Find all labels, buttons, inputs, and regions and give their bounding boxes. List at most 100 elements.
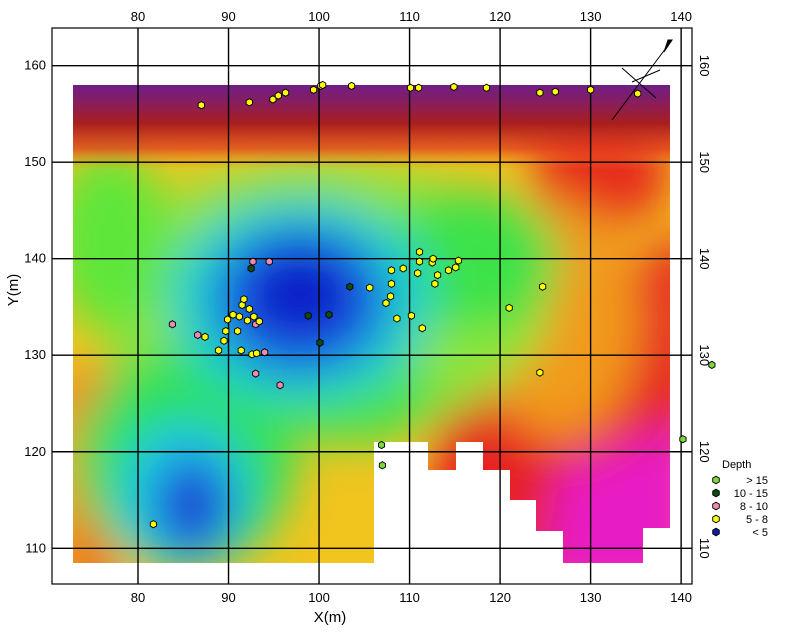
data-point	[282, 89, 288, 96]
data-point	[379, 462, 385, 469]
data-point	[195, 331, 201, 338]
x-tick-label: 80	[131, 9, 145, 24]
data-point	[320, 81, 326, 88]
y-tick-label: 150	[697, 151, 712, 173]
legend: Depth > 1510 - 158 - 105 - 8< 5	[713, 459, 768, 539]
data-point	[483, 84, 489, 91]
data-point	[388, 280, 394, 287]
legend-marker	[713, 528, 720, 536]
data-point	[266, 258, 272, 265]
data-point	[383, 300, 389, 307]
data-point	[445, 267, 451, 274]
data-point	[244, 317, 250, 324]
data-point	[407, 84, 413, 91]
data-point	[680, 436, 686, 443]
data-point	[394, 315, 400, 322]
data-point	[202, 333, 208, 340]
x-tick-label: 120	[489, 590, 511, 605]
legend-marker	[713, 489, 720, 497]
x-tick-labels-bottom: 80 90 100 110 120 130 140	[131, 590, 692, 605]
x-tick-label: 110	[399, 9, 420, 24]
data-point	[251, 313, 257, 320]
x-tick-label: 130	[580, 9, 602, 24]
data-point	[246, 99, 252, 106]
y-tick-labels-right: 110120130140150160	[697, 55, 712, 559]
data-point	[317, 339, 323, 346]
data-point	[277, 382, 283, 389]
legend-label: > 15	[746, 475, 768, 487]
data-point	[435, 272, 441, 279]
data-point	[432, 280, 438, 287]
y-axis-title: Y(m)	[5, 274, 22, 307]
y-tick-labels-left: 110120130140150160	[24, 58, 46, 556]
x-tick-label: 100	[308, 9, 330, 24]
y-tick-label: 160	[24, 58, 46, 73]
data-point	[416, 84, 422, 91]
data-point	[378, 441, 384, 448]
data-point	[253, 370, 259, 377]
legend-label: 5 - 8	[746, 514, 768, 526]
data-point	[453, 264, 459, 271]
data-point	[635, 90, 641, 97]
data-point	[230, 311, 236, 318]
data-point	[408, 312, 414, 319]
data-point	[221, 337, 227, 344]
x-tick-label: 80	[131, 590, 145, 605]
x-tick-label: 140	[670, 9, 692, 24]
data-point	[246, 305, 252, 312]
x-tick-label: 90	[221, 590, 235, 605]
data-point	[225, 316, 231, 323]
data-point	[236, 313, 242, 320]
depth-color-field	[50, 70, 700, 600]
y-tick-label: 150	[24, 154, 46, 169]
legend-marker	[713, 476, 720, 484]
data-point	[254, 350, 260, 357]
x-tick-labels-top: 80 90 100 110 120 130 140	[131, 9, 692, 24]
data-point	[235, 328, 241, 335]
data-point	[169, 321, 175, 328]
x-tick-label: 140	[670, 590, 692, 605]
x-tick-label: 110	[399, 590, 420, 605]
data-point	[709, 361, 715, 368]
y-tick-label: 120	[697, 441, 712, 463]
data-point	[238, 347, 244, 354]
data-point	[367, 284, 373, 291]
data-point	[248, 265, 254, 272]
data-point	[215, 347, 221, 354]
data-point	[552, 88, 558, 95]
legend-label: < 5	[752, 527, 768, 539]
data-point	[451, 83, 457, 90]
data-point	[150, 521, 156, 528]
data-point	[455, 257, 461, 264]
data-point	[311, 86, 317, 93]
x-axis-title: X(m)	[314, 609, 347, 626]
y-tick-label: 110	[25, 540, 46, 555]
data-point	[537, 89, 543, 96]
legend-label: 8 - 10	[740, 501, 768, 513]
legend-label: 10 - 15	[734, 488, 768, 500]
data-point	[349, 82, 355, 89]
legend-title: Depth	[722, 459, 751, 471]
data-point	[416, 248, 422, 255]
y-tick-label: 120	[24, 444, 46, 459]
x-tick-label: 100	[308, 590, 330, 605]
data-point	[419, 325, 425, 332]
data-point	[415, 270, 421, 277]
y-tick-label: 140	[24, 251, 46, 266]
data-point	[588, 86, 594, 93]
data-point	[223, 328, 229, 335]
data-point	[388, 267, 394, 274]
data-point	[241, 296, 247, 303]
data-point	[305, 312, 311, 319]
data-point	[540, 283, 546, 290]
legend-marker	[713, 515, 720, 523]
data-point	[326, 311, 332, 318]
data-point	[506, 304, 512, 311]
y-tick-label: 110	[697, 538, 712, 559]
x-tick-label: 90	[221, 9, 235, 24]
data-point	[387, 293, 393, 300]
data-point	[430, 255, 436, 262]
data-point	[537, 369, 543, 376]
data-point	[262, 349, 268, 356]
